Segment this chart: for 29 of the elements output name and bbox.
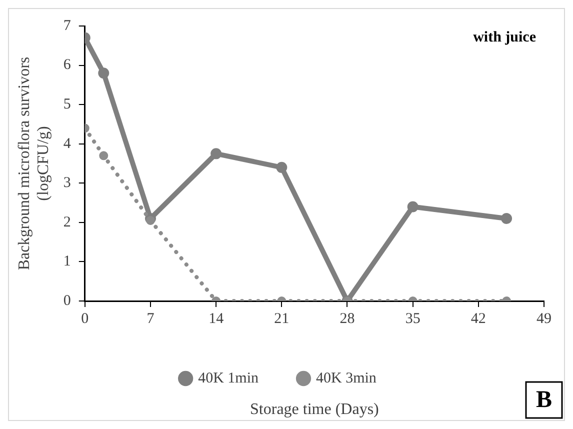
x-tick-label: 0 [81, 310, 89, 327]
point [276, 162, 288, 173]
y-tick-label: 6 [63, 57, 72, 74]
y-tick-label: 4 [63, 136, 72, 152]
y-tick-label: 3 [63, 175, 71, 192]
legend-label: 40K 1min [198, 370, 259, 386]
y-tick-label: 2 [63, 214, 71, 230]
x-tick-label: 42 [470, 310, 486, 327]
y-tick-label: 0 [63, 292, 71, 309]
point [210, 148, 222, 160]
point [146, 216, 155, 225]
x-tick-label: 49 [536, 310, 552, 327]
y-tick-label: 1 [63, 254, 71, 270]
y-tick-label: 7 [63, 18, 72, 34]
x-tick-label: 28 [340, 310, 355, 327]
point [98, 68, 110, 79]
x-tick-label: 35 [405, 310, 420, 327]
legend-label: 40K 3min [316, 370, 377, 386]
point [501, 213, 512, 224]
text: B [536, 387, 552, 414]
x-axis-title: Storage time (Days) [250, 401, 379, 418]
x-tick-label: 7 [146, 310, 155, 327]
x-tick-label: 21 [274, 310, 290, 327]
point [99, 151, 108, 160]
y-tick-label: 5 [63, 96, 71, 113]
annotation: with juice [473, 29, 536, 46]
x-tick-label: 14 [208, 310, 224, 327]
point [407, 201, 418, 212]
y-axis-title: Background microflora survivors (logCFU/g) [16, 56, 52, 270]
